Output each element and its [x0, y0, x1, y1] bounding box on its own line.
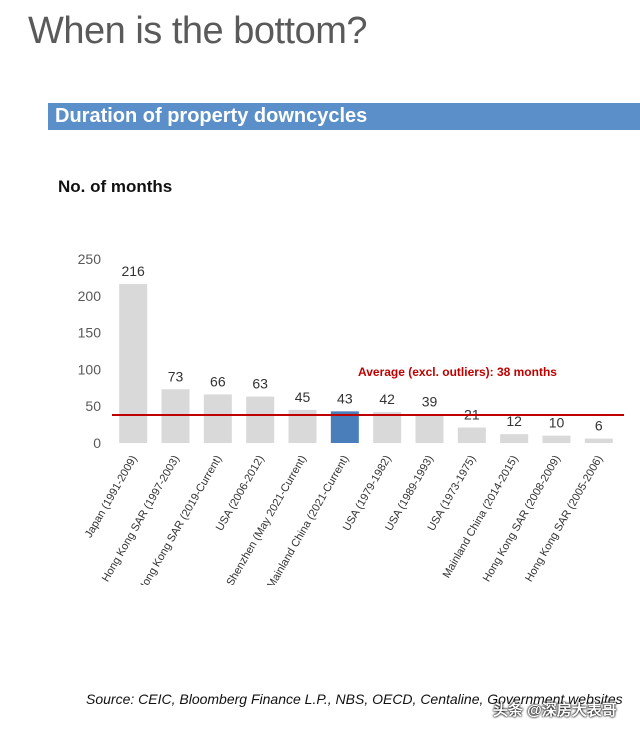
bar-value-label: 43 [337, 390, 353, 406]
bar [415, 414, 444, 443]
bar [161, 389, 190, 443]
y-tick-label: 200 [78, 288, 102, 304]
x-tick-label: Hong Kong SAR (2005-2006) [523, 454, 605, 584]
y-axis-unit-label: No. of months [58, 177, 173, 196]
bar-value-label: 63 [252, 376, 268, 392]
bar [119, 284, 148, 443]
x-tick-label: Mainland China (2014-2015) [441, 454, 521, 581]
bar [330, 411, 359, 443]
bar [373, 412, 402, 443]
y-tick-label: 50 [85, 398, 101, 414]
y-tick-label: 250 [78, 251, 102, 267]
bar-value-label: 216 [121, 263, 145, 279]
banner-title: Duration of property downcycles [55, 105, 368, 127]
bar-value-label: 39 [422, 393, 438, 409]
bar-value-label: 42 [379, 391, 395, 407]
bar [584, 438, 613, 443]
x-tick-label: Hong Kong SAR (2008-2009) [481, 454, 563, 584]
chart-banner: Duration of property downcycles [48, 103, 640, 130]
x-tick-label: Hong Kong SAR (2019-Current) [136, 454, 224, 586]
source-note: Source: CEIC, Bloomberg Finance L.P., NB… [86, 691, 623, 707]
bar-value-label: 66 [210, 373, 226, 389]
y-tick-label: 0 [93, 435, 101, 451]
y-tick-label: 100 [78, 361, 102, 377]
bar-value-label: 10 [549, 415, 565, 431]
bar [542, 435, 571, 443]
bar-value-label: 45 [295, 389, 311, 405]
average-label: Average (excl. outliers): 38 months [358, 365, 557, 379]
y-tick-label: 150 [78, 325, 102, 341]
x-tick-label: Hong Kong SAR (1997-2003) [100, 454, 182, 584]
x-tick-label: Shenzhen (May 2021-Current) [224, 454, 309, 586]
bar [246, 396, 275, 443]
bar [203, 394, 232, 443]
bar [457, 427, 486, 443]
bar-value-label: 12 [506, 413, 522, 429]
bar [500, 434, 529, 443]
watermark: 头条 @深房大表哥 [493, 702, 617, 719]
page-title: When is the bottom? [28, 10, 368, 52]
x-tick-label: Mainland China (2021-Current) [265, 454, 351, 586]
bar-value-label: 73 [168, 368, 184, 384]
bar-value-label: 6 [595, 418, 603, 434]
